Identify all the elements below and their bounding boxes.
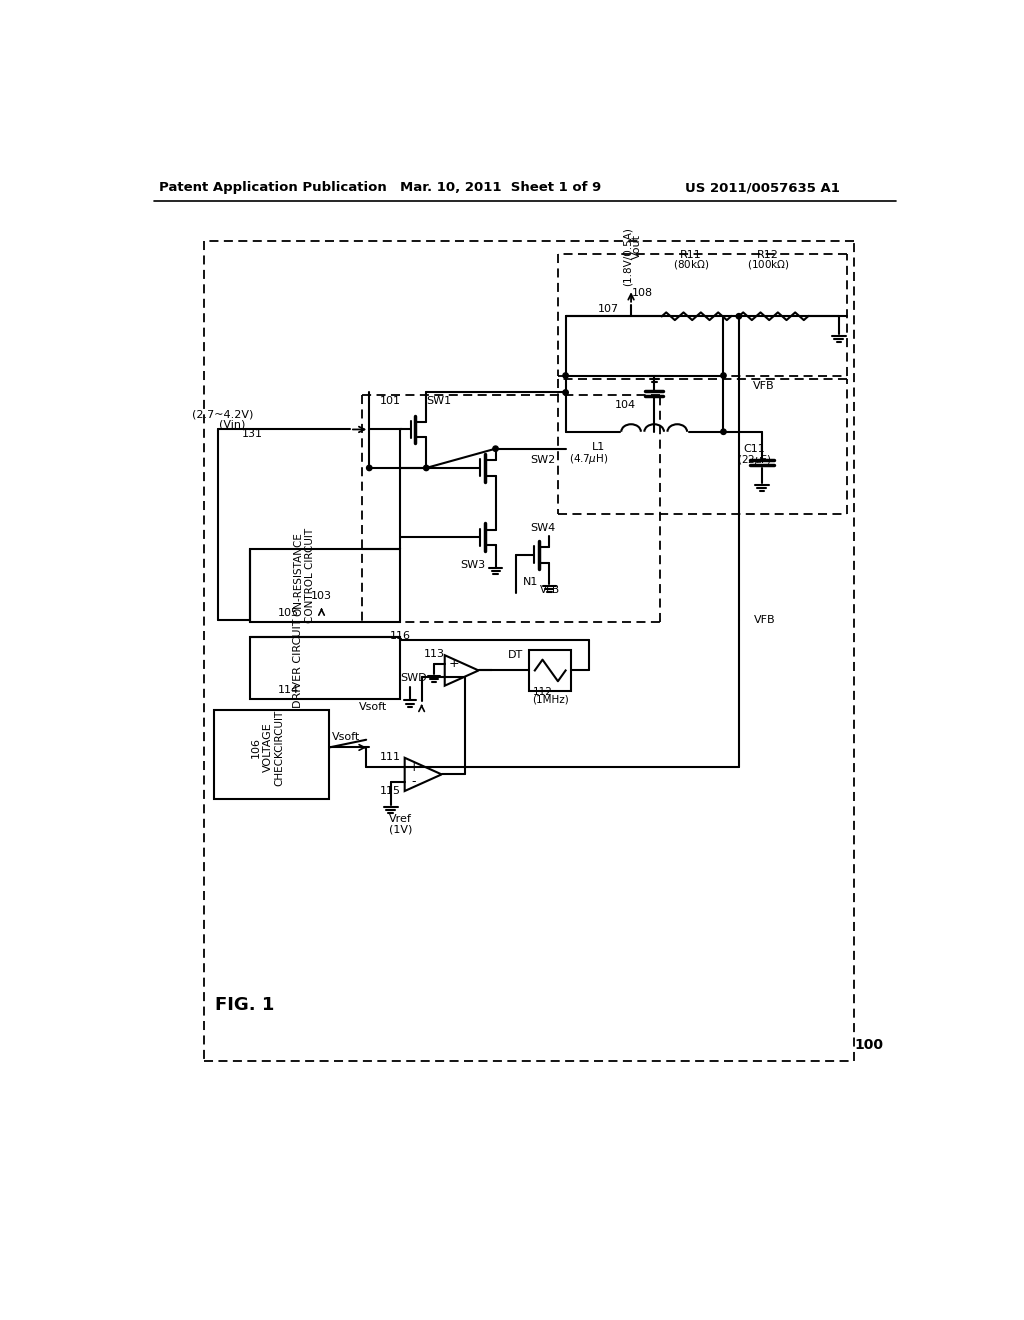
Text: 104: 104 <box>614 400 636 409</box>
Text: VFB: VFB <box>755 615 776 626</box>
Text: (Vin): (Vin) <box>219 418 246 429</box>
Text: 100: 100 <box>854 1039 884 1052</box>
Text: DRIVER CIRCUIT: DRIVER CIRCUIT <box>294 618 303 708</box>
Text: VFB: VFB <box>753 380 774 391</box>
Text: Vref: Vref <box>389 814 413 824</box>
Text: 101: 101 <box>380 396 401 407</box>
Text: 111: 111 <box>380 752 401 763</box>
Text: 108: 108 <box>632 288 653 298</box>
Text: CHECKCIRCUIT: CHECKCIRCUIT <box>274 709 285 785</box>
Text: (22$\mu$F): (22$\mu$F) <box>737 453 772 467</box>
Text: N1: N1 <box>523 577 539 587</box>
Text: FIG. 1: FIG. 1 <box>215 997 274 1014</box>
Text: ON-RESISTANCE: ON-RESISTANCE <box>294 532 303 616</box>
Text: (1MHz): (1MHz) <box>531 694 568 705</box>
Text: -: - <box>412 775 416 788</box>
Text: (4.7$\mu$H): (4.7$\mu$H) <box>569 451 608 466</box>
Bar <box>529 649 571 692</box>
Text: 131: 131 <box>242 429 263 440</box>
Circle shape <box>563 372 568 379</box>
Text: (2.7~4.2V): (2.7~4.2V) <box>193 409 254 418</box>
Text: 107: 107 <box>597 304 618 314</box>
Text: Vsoft: Vsoft <box>332 733 360 742</box>
Bar <box>214 710 330 799</box>
Text: -: - <box>452 671 457 684</box>
Text: (100k$\Omega$): (100k$\Omega$) <box>746 259 790 271</box>
Text: VFB: VFB <box>540 585 560 594</box>
Text: SW4: SW4 <box>529 523 555 533</box>
Text: 112: 112 <box>532 686 552 697</box>
Circle shape <box>367 465 372 471</box>
Circle shape <box>721 429 726 434</box>
Text: +: + <box>409 760 419 774</box>
Text: Vout: Vout <box>632 235 642 260</box>
Circle shape <box>721 372 726 379</box>
Text: (1.8V/0.5A): (1.8V/0.5A) <box>623 227 632 286</box>
Text: 114: 114 <box>278 685 299 694</box>
Text: Vsoft: Vsoft <box>359 702 387 711</box>
Bar <box>250 638 400 700</box>
Text: SWD: SWD <box>400 673 427 684</box>
Text: VOLTAGE: VOLTAGE <box>262 722 272 772</box>
Text: 106: 106 <box>251 737 261 758</box>
Text: 105: 105 <box>278 607 299 618</box>
Text: Mar. 10, 2011  Sheet 1 of 9: Mar. 10, 2011 Sheet 1 of 9 <box>399 181 601 194</box>
Text: 115: 115 <box>380 787 401 796</box>
Circle shape <box>736 314 741 319</box>
Text: SW2: SW2 <box>529 455 555 465</box>
Text: +: + <box>449 657 460 671</box>
Bar <box>250 549 400 622</box>
Text: SW3: SW3 <box>461 560 485 570</box>
Text: 116: 116 <box>389 631 411 640</box>
Text: Patent Application Publication: Patent Application Publication <box>159 181 387 194</box>
Text: (80k$\Omega$): (80k$\Omega$) <box>673 259 710 271</box>
Text: CONTROL CIRCUIT: CONTROL CIRCUIT <box>305 528 315 623</box>
Text: US 2011/0057635 A1: US 2011/0057635 A1 <box>684 181 840 194</box>
Text: L1: L1 <box>592 442 605 453</box>
Text: SW1: SW1 <box>426 396 452 407</box>
Circle shape <box>563 389 568 395</box>
Text: C11: C11 <box>743 445 765 454</box>
Circle shape <box>424 465 429 471</box>
Text: 113: 113 <box>424 648 445 659</box>
Text: 103: 103 <box>311 591 332 601</box>
Text: R11: R11 <box>680 249 702 260</box>
Text: R12: R12 <box>757 249 779 260</box>
Circle shape <box>493 446 499 451</box>
Text: (1V): (1V) <box>389 824 413 834</box>
Text: DT: DT <box>508 649 523 660</box>
